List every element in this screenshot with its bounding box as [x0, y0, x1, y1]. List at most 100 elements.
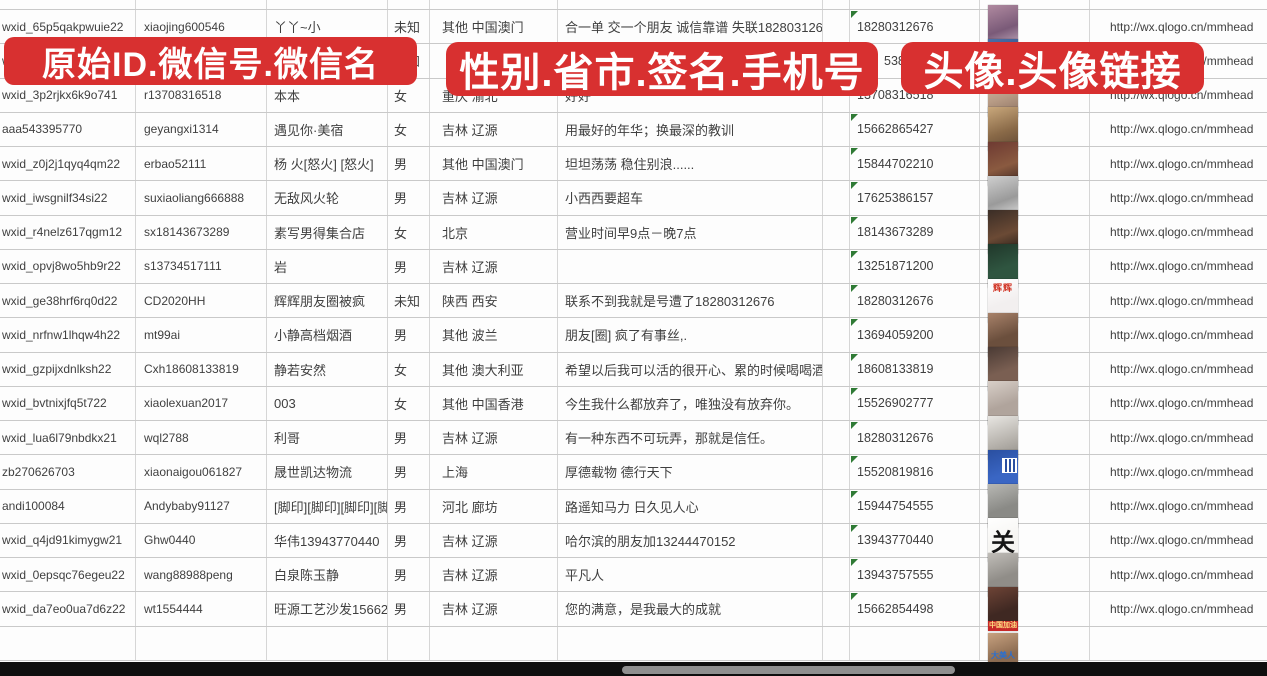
cell-original-id[interactable]: wxid_nrfnw1lhqw4h22	[0, 318, 136, 352]
cell-region[interactable]: 河北 廊坊	[430, 489, 558, 523]
cell-wechat-id[interactable]: suxiaoliang666888	[136, 181, 267, 215]
cell-original-id[interactable]	[0, 626, 136, 660]
cell-signature[interactable]	[558, 626, 823, 660]
cell-wechat-id[interactable]: CD2020HH	[136, 284, 267, 318]
cell-original-id[interactable]: wxid_opvj8wo5hb9r22	[0, 249, 136, 283]
cell-region[interactable]	[430, 0, 558, 9]
cell-region[interactable]: 吉林 辽源	[430, 249, 558, 283]
cell-empty[interactable]	[823, 386, 850, 420]
cell-wechat-name[interactable]: 小静高档烟酒	[267, 318, 388, 352]
cell-region[interactable]: 吉林 辽源	[430, 592, 558, 626]
cell-region[interactable]: 吉林 辽源	[430, 181, 558, 215]
cell-empty[interactable]	[823, 215, 850, 249]
cell-gender[interactable]: 男	[388, 455, 430, 489]
cell-original-id[interactable]: wxid_lua6l79nbdkx21	[0, 421, 136, 455]
cell-phone[interactable]: 15662865427	[850, 112, 980, 146]
cell-region[interactable]: 其他 中国香港	[430, 386, 558, 420]
cell-gender[interactable]: 女	[388, 112, 430, 146]
cell-signature[interactable]: 营业时间早9点－晚7点	[558, 215, 823, 249]
cell-phone[interactable]: 18608133819	[850, 352, 980, 386]
cell-avatar-link[interactable]: http://wx.qlogo.cn/mmhead	[1110, 259, 1254, 274]
cell-signature[interactable]: 小西西要超车	[558, 181, 823, 215]
cell-wechat-name[interactable]: 利哥	[267, 421, 388, 455]
cell-original-id[interactable]: wxid_gzpijxdnlksh22	[0, 352, 136, 386]
cell-region[interactable]: 陕西 西安	[430, 284, 558, 318]
cell-gender[interactable]: 未知	[388, 284, 430, 318]
cell-empty[interactable]	[823, 10, 850, 44]
cell-gender[interactable]: 男	[388, 181, 430, 215]
cell-wechat-name[interactable]: 晟世凯达物流	[267, 455, 388, 489]
cell-original-id[interactable]: wxid_iwsgnilf34si22	[0, 181, 136, 215]
cell-signature[interactable]: 联系不到我就是号遭了18280312676	[558, 284, 823, 318]
cell-region[interactable]: 其他 中国澳门	[430, 10, 558, 44]
cell-empty[interactable]	[823, 147, 850, 181]
avatar-image[interactable]: 中国加油	[988, 586, 1018, 631]
cell-region[interactable]: 其他 中国澳门	[430, 147, 558, 181]
cell-region[interactable]: 上海	[430, 455, 558, 489]
cell-phone[interactable]: 13694059200	[850, 318, 980, 352]
cell-region[interactable]	[430, 626, 558, 660]
cell-wechat-id[interactable]: wql2788	[136, 421, 267, 455]
cell-region[interactable]: 吉林 辽源	[430, 523, 558, 557]
cell-phone[interactable]: 17625386157	[850, 181, 980, 215]
cell-region[interactable]: 其他 澳大利亚	[430, 352, 558, 386]
cell-avatar[interactable]: 大美人	[980, 626, 1090, 676]
cell-empty[interactable]	[823, 455, 850, 489]
cell-original-id[interactable]: wxid_q4jd91kimygw21	[0, 523, 136, 557]
cell-phone[interactable]: 15520819816	[850, 455, 980, 489]
cell-signature[interactable]: 希望以后我可以活的很开心、累的时候喝喝酒吹吹[	[558, 352, 823, 386]
cell-original-id[interactable]: wxid_z0j2j1qyq4qm22	[0, 147, 136, 181]
cell-avatar[interactable]: 关	[980, 518, 1090, 563]
cell-avatar-link[interactable]: http://wx.qlogo.cn/mmhead	[1110, 396, 1254, 411]
cell-wechat-id[interactable]: wt1554444	[136, 592, 267, 626]
cell-avatar-link[interactable]: http://wx.qlogo.cn/mmhead	[1110, 156, 1254, 171]
cell-wechat-name[interactable]: 丫丫~小	[267, 10, 388, 44]
cell-wechat-name[interactable]: 003	[267, 386, 388, 420]
cell-wechat-name[interactable]: 本本	[267, 78, 388, 112]
cell-wechat-name[interactable]: [脚印][脚印][脚印][脚	[267, 489, 388, 523]
cell-empty[interactable]	[823, 181, 850, 215]
cell-avatar-link[interactable]	[1090, 627, 1267, 660]
cell-signature[interactable]: 您的满意，是我最大的成就	[558, 592, 823, 626]
cell-phone[interactable]: 18280312676	[850, 421, 980, 455]
cell-signature[interactable]	[558, 0, 823, 9]
cell-wechat-name[interactable]: 岩	[267, 249, 388, 283]
cell-wechat-id[interactable]: geyangxi1314	[136, 112, 267, 146]
cell-empty[interactable]	[823, 421, 850, 455]
cell-wechat-name[interactable]: 华伟13943770440	[267, 523, 388, 557]
cell-empty[interactable]	[823, 523, 850, 557]
cell-wechat-id[interactable]: xiaonaigou061827	[136, 455, 267, 489]
avatar-image[interactable]: 关	[988, 518, 1018, 563]
cell-empty[interactable]	[823, 352, 850, 386]
cell-phone[interactable]	[850, 626, 980, 660]
cell-wechat-id[interactable]: Cxh18608133819	[136, 352, 267, 386]
cell-signature[interactable]: 厚德载物 德行天下	[558, 455, 823, 489]
cell-wechat-name[interactable]: 辉辉朋友圈被疯	[267, 284, 388, 318]
cell-phone[interactable]: 18143673289	[850, 215, 980, 249]
cell-avatar-link[interactable]	[1090, 0, 1267, 9]
cell-gender[interactable]: 女	[388, 386, 430, 420]
cell-original-id[interactable]: wxid_65p5qakpwuie22	[0, 10, 136, 44]
cell-empty[interactable]	[823, 0, 850, 9]
cell-gender[interactable]: 女	[388, 352, 430, 386]
cell-phone[interactable]: 13943757555	[850, 558, 980, 592]
cell-avatar-link[interactable]: http://wx.qlogo.cn/mmhead	[1110, 601, 1254, 616]
cell-wechat-id[interactable]	[136, 0, 267, 9]
cell-original-id[interactable]: andi100084	[0, 489, 136, 523]
cell-gender[interactable]: 男	[388, 421, 430, 455]
cell-avatar-link[interactable]: http://wx.qlogo.cn/mmhead	[1110, 533, 1254, 548]
cell-original-id[interactable]: wxid_0epsqc76egeu22	[0, 558, 136, 592]
cell-wechat-name[interactable]: 素写男得集合店	[267, 215, 388, 249]
cell-region[interactable]: 吉林 辽源	[430, 112, 558, 146]
cell-wechat-name[interactable]: 杨 火[怒火] [怒火]	[267, 147, 388, 181]
progress-scrubber[interactable]	[622, 666, 955, 674]
cell-gender[interactable]: 男	[388, 558, 430, 592]
cell-gender[interactable]: 男	[388, 249, 430, 283]
cell-gender[interactable]	[388, 626, 430, 660]
cell-gender[interactable]: 男	[388, 147, 430, 181]
cell-avatar-link[interactable]: http://wx.qlogo.cn/mmhead	[1110, 122, 1254, 137]
cell-avatar[interactable]: 中国加油	[980, 586, 1090, 631]
cell-original-id[interactable]: wxid_ge38hrf6rq0d22	[0, 284, 136, 318]
cell-avatar-link[interactable]: http://wx.qlogo.cn/mmhead	[1110, 327, 1254, 342]
cell-wechat-id[interactable]: erbao52111	[136, 147, 267, 181]
